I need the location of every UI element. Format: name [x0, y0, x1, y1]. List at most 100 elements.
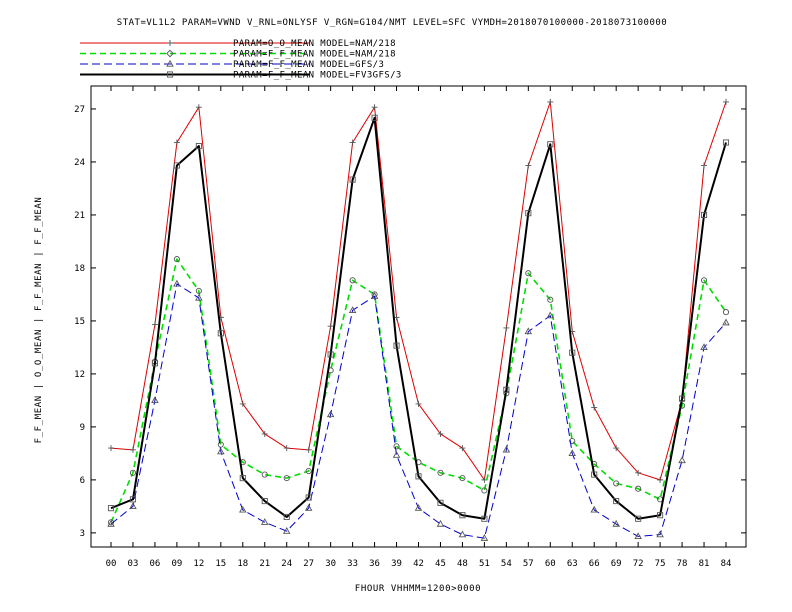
- x-tick-label: 27: [303, 559, 314, 569]
- data-point: [305, 446, 312, 453]
- data-point: [458, 530, 467, 538]
- data-point: [173, 279, 181, 287]
- y-axis-label: F_F_MEAN | O_O_MEAN | F_F_MEAN | F_F_MEA…: [34, 197, 44, 444]
- legend-label: PARAM=F_F_MEAN MODEL=GFS/3: [233, 60, 384, 70]
- data-point: [437, 430, 444, 437]
- series-2: [107, 256, 730, 526]
- x-tick-label: 36: [369, 559, 380, 569]
- data-point: [304, 504, 313, 511]
- data-point: [305, 494, 312, 501]
- data-point: [261, 471, 268, 478]
- data-point: [700, 277, 708, 284]
- data-point: [634, 532, 642, 540]
- data-point: [151, 396, 159, 404]
- data-point: [349, 176, 356, 183]
- data-point: [239, 400, 246, 407]
- data-point: [525, 270, 532, 277]
- x-tick-label: 81: [699, 559, 710, 569]
- data-point: [613, 480, 620, 487]
- x-tick-label: 24: [281, 559, 292, 569]
- data-point: [283, 475, 290, 482]
- series-layer: [107, 98, 730, 541]
- data-point: [590, 505, 598, 513]
- data-point: [613, 445, 620, 452]
- data-point: [129, 446, 136, 453]
- data-point: [327, 323, 334, 330]
- data-point: [173, 256, 180, 263]
- x-tick-label: 09: [171, 559, 182, 569]
- data-point: [349, 277, 356, 284]
- series-line: [110, 283, 727, 539]
- x-tick-label: 42: [413, 559, 424, 569]
- data-point: [547, 141, 554, 148]
- data-point: [569, 437, 576, 445]
- y-tick-label: 27: [74, 105, 85, 115]
- data-point: [195, 287, 202, 294]
- x-tick-label: 78: [677, 559, 688, 569]
- legend-entry: PARAM=F_F_MEAN MODEL=NAM/218: [80, 50, 396, 60]
- data-point: [525, 210, 532, 217]
- x-tick-label: 54: [501, 559, 512, 569]
- x-tick-label: 57: [523, 559, 534, 569]
- legend-entry: PARAM=F_F_MEAN MODEL=GFS/3: [80, 59, 384, 70]
- series-line: [110, 116, 727, 520]
- data-point: [283, 445, 290, 452]
- data-point: [261, 430, 268, 437]
- y-axis: 3 6 9 12 15 18 21 24 27: [74, 105, 746, 539]
- data-point: [678, 456, 686, 464]
- x-tick-label: 21: [259, 559, 270, 569]
- data-point: [415, 473, 422, 480]
- y-tick-label: 21: [74, 211, 85, 221]
- data-point: [173, 139, 180, 146]
- y-tick-label: 12: [74, 370, 85, 380]
- data-point: [503, 386, 510, 393]
- data-point: [503, 324, 510, 331]
- x-tick-label: 84: [721, 559, 732, 569]
- data-point: [217, 447, 225, 455]
- data-point: [481, 515, 488, 522]
- legend-marker: [166, 49, 174, 58]
- data-point: [723, 98, 729, 105]
- legend-label: PARAM=F_F_MEAN MODEL=FV3GFS/3: [233, 71, 402, 81]
- data-point: [657, 476, 664, 483]
- data-point: [195, 143, 202, 150]
- data-point: [414, 504, 423, 511]
- legend-marker: [166, 71, 174, 78]
- data-point: [108, 445, 114, 452]
- x-tick-label: 72: [633, 559, 644, 569]
- data-point: [129, 502, 137, 510]
- data-point: [547, 98, 554, 105]
- data-point: [436, 519, 445, 527]
- x-tick-label: 15: [215, 559, 226, 569]
- data-point: [349, 139, 356, 146]
- x-tick-label: 69: [611, 559, 622, 569]
- x-tick-label: 03: [128, 559, 139, 569]
- x-axis: 00 03 06 09 12 15 18 21 24 27 30 33 36 39 42 45 48 51 54 57…: [106, 86, 732, 569]
- data-point: [371, 114, 378, 121]
- series-3: [107, 279, 730, 541]
- legend: PARAM=O_O_MEAN MODEL=NAM/218PARAM=F_F_ME…: [80, 39, 402, 81]
- data-point: [392, 451, 401, 458]
- data-point: [481, 487, 488, 494]
- data-point: [612, 519, 620, 527]
- series-line: [110, 101, 727, 481]
- legend-label: PARAM=O_O_MEAN MODEL=NAM/218: [233, 39, 396, 49]
- x-tick-label: 66: [589, 559, 600, 569]
- x-tick-label: 30: [325, 559, 336, 569]
- data-point: [656, 530, 664, 538]
- x-tick-label: 48: [457, 559, 468, 569]
- data-point: [437, 499, 444, 506]
- y-tick-label: 18: [74, 264, 85, 274]
- chart-title: STAT=VL1L2 PARAM=VWND V_RNL=ONLYSF V_RGN…: [117, 18, 667, 28]
- y-tick-label: 15: [74, 317, 85, 327]
- data-point: [700, 211, 708, 218]
- data-point: [107, 505, 115, 512]
- legend-marker: [166, 59, 174, 67]
- data-point: [370, 292, 379, 299]
- data-point: [722, 309, 730, 316]
- x-tick-label: 60: [545, 559, 556, 569]
- data-point: [480, 534, 489, 541]
- data-point: [327, 351, 334, 358]
- x-tick-label: 45: [435, 559, 446, 569]
